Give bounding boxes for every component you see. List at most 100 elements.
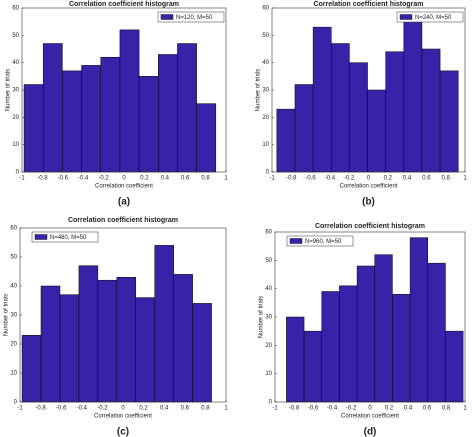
x-tick-label: 0.2 xyxy=(140,176,149,182)
bar xyxy=(59,294,80,403)
x-tick-label: -0.4 xyxy=(327,406,338,412)
x-tick-label: 1 xyxy=(224,176,228,182)
y-tick-label: 50 xyxy=(10,255,17,261)
y-tick-label: 0 xyxy=(14,400,18,406)
chart-title: Correlation coefficient histogram xyxy=(313,1,423,8)
x-tick-label: 0.8 xyxy=(442,176,451,182)
y-tick-label: 30 xyxy=(265,315,272,321)
y-tick-label: 0 xyxy=(266,170,270,176)
bar xyxy=(439,70,459,173)
legend-swatch xyxy=(399,14,413,20)
x-tick-label: -0.8 xyxy=(286,176,297,182)
legend-box xyxy=(157,11,225,23)
bar xyxy=(321,291,340,403)
x-axis-label: Correlation coefficient xyxy=(94,414,152,420)
bar xyxy=(21,335,42,403)
y-tick-label: 40 xyxy=(262,60,269,66)
chart-title: Correlation coefficient histogram xyxy=(315,223,425,230)
bar xyxy=(374,254,393,403)
bar xyxy=(23,84,44,173)
y-tick-label: 30 xyxy=(10,313,17,319)
y-tick-label: 20 xyxy=(265,343,272,349)
bar xyxy=(339,285,358,403)
y-tick-label: 20 xyxy=(10,342,17,348)
bar xyxy=(81,65,101,173)
x-tick-label: 0.4 xyxy=(160,406,169,412)
y-axis-label: Number of trials xyxy=(4,294,10,336)
x-axis-label: Correlation coefficient xyxy=(95,184,153,190)
bar xyxy=(40,285,61,403)
x-tick-label: 0.4 xyxy=(161,176,170,182)
y-tick-label: 60 xyxy=(10,226,17,232)
x-tick-label: 0.8 xyxy=(201,406,210,412)
caption: (d) xyxy=(364,427,377,437)
x-tick-label: 1 xyxy=(463,176,467,182)
legend-box xyxy=(396,11,464,23)
x-tick-label: -0.8 xyxy=(35,406,46,412)
y-tick-label: 0 xyxy=(269,400,273,406)
bar xyxy=(392,294,411,403)
legend-swatch xyxy=(34,234,48,240)
bar xyxy=(154,245,174,403)
x-tick-label: 0.2 xyxy=(384,176,393,182)
chart-title: Correlation coefficient histogram xyxy=(68,217,178,224)
legend-box xyxy=(31,231,99,243)
bar xyxy=(349,62,368,173)
x-tick-label: -0.4 xyxy=(78,176,89,182)
y-tick-label: 50 xyxy=(262,33,269,39)
y-tick-label: 20 xyxy=(12,115,19,121)
x-tick-label: 0.2 xyxy=(385,406,394,412)
y-tick-label: 20 xyxy=(262,115,269,121)
bar xyxy=(177,43,197,173)
x-tick-label: -0.2 xyxy=(98,176,109,182)
legend-label: N=240, M=50 xyxy=(415,15,452,21)
bar xyxy=(196,103,217,173)
x-tick-label: 0.6 xyxy=(181,176,190,182)
y-axis-label: Number of trials xyxy=(259,296,265,338)
x-tick-label: -1 xyxy=(17,406,23,412)
x-tick-label: 0 xyxy=(367,176,371,182)
bar xyxy=(97,279,118,403)
y-tick-label: 40 xyxy=(10,284,17,290)
y-tick-label: 10 xyxy=(10,371,17,377)
x-tick-label: -1 xyxy=(19,176,25,182)
x-tick-label: 1 xyxy=(224,406,228,412)
caption: (a) xyxy=(118,197,130,208)
bar xyxy=(427,262,446,403)
bar xyxy=(294,84,314,173)
y-tick-label: 50 xyxy=(265,258,272,264)
bar xyxy=(367,89,386,173)
chart-title: Correlation coefficient histogram xyxy=(69,1,179,8)
bar xyxy=(173,274,193,403)
x-tick-label: -0.6 xyxy=(58,176,69,182)
y-tick-label: 10 xyxy=(262,142,269,148)
x-axis-label: Correlation coefficient xyxy=(340,184,398,190)
bar xyxy=(100,56,121,173)
x-tick-label: 0.4 xyxy=(403,176,412,182)
bar xyxy=(78,265,99,403)
x-tick-label: -0.2 xyxy=(346,406,357,412)
bar xyxy=(303,330,322,403)
x-tick-label: 1 xyxy=(463,406,467,412)
bar xyxy=(286,316,305,403)
x-tick-label: 0.2 xyxy=(139,406,148,412)
bar xyxy=(403,15,423,173)
bar xyxy=(135,297,155,403)
x-tick-label: -1 xyxy=(269,176,275,182)
x-tick-label: -0.6 xyxy=(305,176,316,182)
bar xyxy=(421,48,441,173)
x-tick-label: 0.4 xyxy=(404,406,413,412)
x-tick-label: -0.6 xyxy=(56,406,67,412)
bar xyxy=(409,237,429,403)
x-tick-label: -0.2 xyxy=(97,406,108,412)
y-tick-label: 60 xyxy=(265,230,272,236)
y-tick-label: 30 xyxy=(12,88,19,94)
bar xyxy=(276,108,296,173)
bar xyxy=(312,26,332,173)
legend-swatch xyxy=(289,238,303,244)
x-tick-label: -1 xyxy=(272,406,278,412)
bar xyxy=(385,51,405,173)
y-tick-label: 10 xyxy=(12,142,19,148)
bar xyxy=(445,330,464,403)
y-tick-label: 40 xyxy=(265,286,272,292)
